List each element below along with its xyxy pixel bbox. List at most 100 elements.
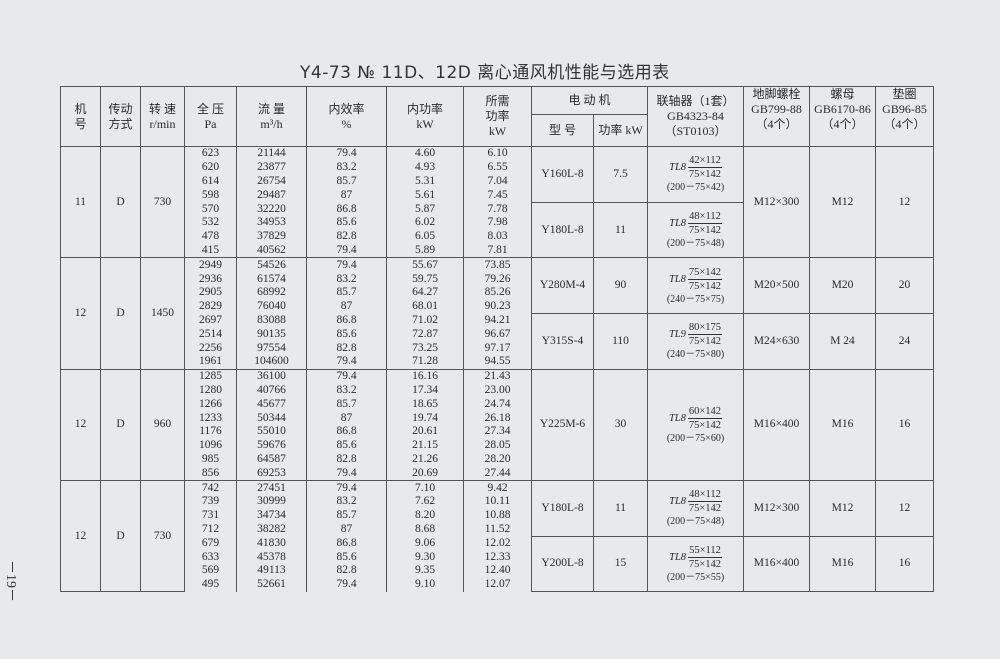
efficiency-cell: 79.4 — [306, 480, 387, 495]
table-row: 712 38282 87 8.68 11.52 — [61, 522, 934, 537]
required-power-cell: 12.02 — [463, 536, 532, 551]
motor-power-cell: 11 — [593, 480, 648, 537]
internal-power-cell: 20.69 — [386, 466, 464, 481]
pressure-cell: 1096 — [184, 438, 237, 453]
pressure-cell: 623 — [184, 145, 237, 161]
internal-power-cell: 59.75 — [386, 272, 464, 286]
table-row: 1176 55010 86.8 20.61 27.34 — [61, 424, 934, 439]
efficiency-cell: 79.4 — [306, 368, 387, 384]
coupling-cell: TL8 42×112 75×142 (200－75×42) — [647, 146, 744, 203]
header-machine: 机 号 — [60, 86, 101, 147]
internal-power-cell: 4.93 — [386, 160, 464, 175]
anchor-bolt-cell: M16×400 — [743, 535, 810, 593]
internal-power-cell: 68.01 — [386, 299, 464, 314]
efficiency-cell: 87 — [306, 522, 387, 537]
internal-power-cell: 72.87 — [386, 327, 464, 342]
coupling-note: (200－75×60) — [666, 432, 725, 444]
coupling-denominator: 75×142 — [688, 169, 722, 181]
efficiency-cell: 86.8 — [306, 424, 387, 439]
drive-type-cell: D — [100, 145, 141, 259]
efficiency-cell: 87 — [306, 299, 387, 314]
flow-cell: 36100 — [236, 368, 307, 384]
flow-cell: 49113 — [236, 563, 307, 578]
coupling-numerator: 60×142 — [687, 405, 723, 419]
motor-model-cell: Y180L-8 — [531, 480, 594, 537]
machine-number-cell: 11 — [60, 145, 101, 259]
pressure-cell: 739 — [184, 494, 237, 509]
table-row: 679 41830 86.8 9.06 12.02 Y200L-8 15 TL8 55×112 7… — [61, 535, 934, 593]
flow-cell: 30999 — [236, 494, 307, 509]
table-row: 495 52661 79.4 9.10 12.07 — [61, 577, 934, 592]
table-row: 12 D 960 1285 36100 79.4 16.16 21.43 Y225M-6 30 TL… — [60, 368, 934, 482]
coupling-type: TL8 — [669, 162, 687, 174]
pressure-cell: 495 — [184, 577, 237, 592]
flow-cell: 69253 — [236, 466, 307, 481]
efficiency-cell: 86.8 — [306, 202, 387, 216]
required-power-cell: 8.03 — [463, 229, 532, 244]
flow-cell: 68992 — [236, 285, 307, 300]
motor-power-cell: 30 — [593, 368, 648, 482]
table-row: 2256 97554 82.8 73.25 97.17 — [61, 341, 934, 355]
pressure-cell: 2936 — [184, 272, 237, 286]
internal-power-cell: 21.26 — [386, 452, 464, 467]
washer-cell: 16 — [875, 535, 934, 593]
internal-power-cell: 8.20 — [386, 508, 464, 523]
efficiency-cell: 79.4 — [306, 577, 387, 592]
flow-cell: 38282 — [236, 522, 307, 537]
required-power-cell: 85.26 — [463, 285, 532, 300]
motor-model-cell: Y200L-8 — [531, 535, 594, 593]
required-power-cell: 26.18 — [463, 411, 532, 425]
table-row: 2697 83088 86.8 71.02 94.21 Y315S-4 110 TL9 80×1… — [61, 313, 934, 370]
table-title: Y4-73 № 11D、12D 离心通风机性能与选用表 — [300, 63, 670, 83]
flow-cell: 34953 — [236, 215, 307, 230]
required-power-cell: 12.40 — [463, 563, 532, 578]
efficiency-cell: 79.4 — [306, 466, 387, 481]
anchor-bolt-cell: M12×300 — [743, 480, 810, 537]
flow-cell: 40766 — [236, 383, 307, 398]
efficiency-cell: 82.8 — [306, 229, 387, 244]
required-power-cell: 10.11 — [463, 494, 532, 509]
flow-cell: 61574 — [236, 272, 307, 286]
anchor-bolt-cell: M24×630 — [743, 313, 810, 370]
flow-cell: 23877 — [236, 160, 307, 175]
efficiency-cell: 82.8 — [306, 341, 387, 355]
internal-power-cell: 5.89 — [386, 243, 464, 258]
table-row: 478 37829 82.8 6.05 8.03 — [61, 229, 934, 244]
motor-model-cell: Y180L-8 — [531, 201, 594, 259]
table-row: 11 D 730 623 21144 79.4 4.60 6.10 Y160L-8 7.5 TL8 4… — [60, 145, 934, 259]
table-row: 731 34734 85.7 8.20 10.88 — [61, 508, 934, 523]
internal-power-cell: 19.74 — [386, 411, 464, 425]
efficiency-cell: 83.2 — [306, 383, 387, 398]
pressure-cell: 570 — [184, 202, 237, 216]
coupling-numerator: 55×112 — [688, 544, 722, 558]
pressure-cell: 742 — [184, 480, 237, 495]
flow-cell: 83088 — [236, 313, 307, 328]
required-power-cell: 96.67 — [463, 327, 532, 342]
drive-type-cell: D — [100, 257, 141, 370]
efficiency-cell: 85.6 — [306, 215, 387, 230]
nut-cell: M16 — [809, 535, 876, 593]
internal-power-cell: 5.87 — [386, 202, 464, 216]
coupling-denominator: 75×142 — [688, 558, 722, 570]
efficiency-cell: 83.2 — [306, 272, 387, 286]
flow-cell: 76040 — [236, 299, 307, 314]
nut-cell: M20 — [809, 257, 876, 315]
table-row: 856 69253 79.4 20.69 27.44 — [61, 466, 934, 481]
coupling-note: (240－75×80) — [666, 349, 725, 361]
internal-power-cell: 71.02 — [386, 313, 464, 328]
pressure-cell: 679 — [184, 536, 237, 551]
nut-cell: M12 — [809, 480, 876, 537]
pressure-cell: 856 — [184, 466, 237, 481]
coupling-fraction: 42×112 75×142 — [688, 154, 722, 181]
pressure-cell: 1176 — [184, 424, 237, 439]
washer-cell: 24 — [875, 313, 934, 370]
motor-power-cell: 15 — [593, 535, 648, 593]
coupling-fraction: 48×112 75×142 — [688, 210, 722, 237]
coupling-denominator: 75×142 — [688, 419, 722, 431]
efficiency-cell: 86.8 — [306, 536, 387, 551]
table-row: 620 23877 83.2 4.93 6.55 — [61, 160, 934, 175]
pressure-cell: 598 — [184, 188, 237, 203]
efficiency-cell: 85.6 — [306, 327, 387, 342]
coupling-fraction: 80×175 75×142 — [687, 321, 723, 348]
internal-power-cell: 9.06 — [386, 536, 464, 551]
